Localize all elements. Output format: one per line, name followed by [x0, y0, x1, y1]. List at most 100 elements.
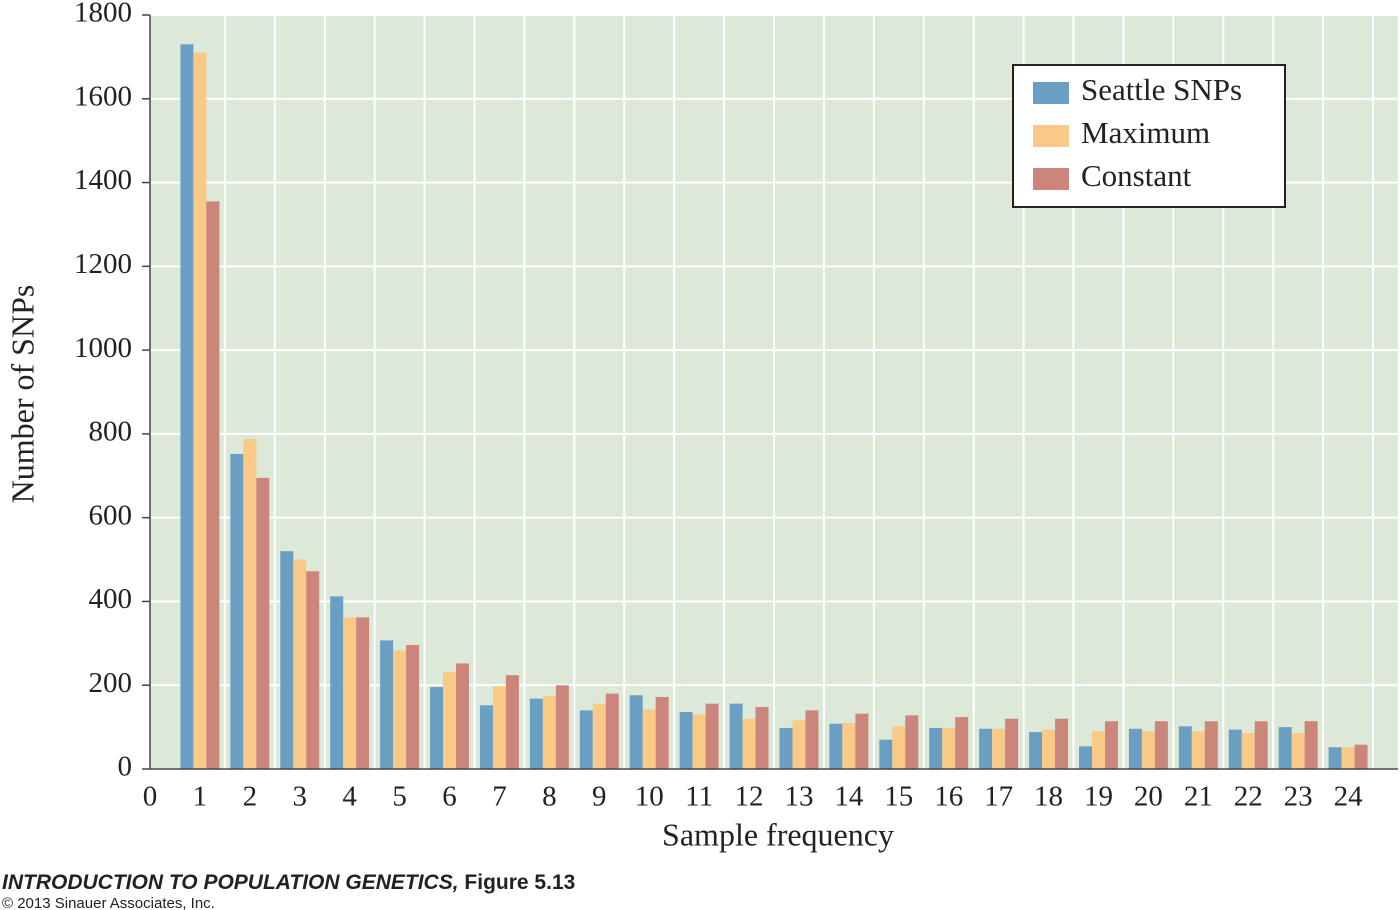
legend-swatch: [1033, 82, 1069, 104]
bar: [942, 727, 956, 769]
bar: [1191, 731, 1205, 769]
bar: [380, 640, 394, 769]
legend-swatch: [1033, 168, 1069, 190]
bar: [306, 571, 320, 769]
bar: [542, 696, 556, 769]
y-tick-label: 1800: [74, 0, 132, 29]
bar: [293, 559, 307, 769]
y-tick-label: 800: [89, 416, 133, 448]
x-tick-label: 9: [592, 781, 607, 813]
bar: [505, 675, 519, 769]
bar: [193, 52, 207, 769]
y-tick-label: 1400: [74, 164, 132, 196]
bar: [256, 477, 270, 769]
x-tick-label: 0: [143, 781, 158, 813]
y-tick-label: 200: [89, 667, 133, 699]
bar: [406, 645, 420, 769]
bar: [1204, 721, 1218, 769]
x-tick-label: 14: [834, 781, 864, 813]
x-tick-label: 10: [635, 781, 664, 813]
y-tick-label: 1600: [74, 80, 132, 112]
bar: [629, 695, 643, 769]
bar: [1141, 731, 1155, 769]
bar: [992, 728, 1006, 769]
bar: [180, 44, 194, 770]
x-tick-label: 1: [193, 781, 208, 813]
bar: [829, 723, 843, 769]
bar: [755, 707, 769, 769]
legend-label: Constant: [1081, 158, 1192, 193]
bar: [1228, 729, 1242, 769]
bar: [792, 720, 806, 769]
bar: [679, 712, 693, 769]
bar: [592, 703, 606, 769]
bar: [479, 705, 493, 769]
bar: [1055, 718, 1069, 769]
bar: [842, 722, 856, 769]
bar: [855, 713, 869, 769]
y-axis-title: Number of SNPs: [4, 285, 40, 504]
bar: [492, 686, 506, 769]
x-tick-label: 23: [1284, 781, 1313, 813]
x-tick-label: 3: [293, 781, 308, 813]
bar: [430, 686, 444, 769]
x-tick-label: 5: [392, 781, 407, 813]
bar: [529, 698, 543, 769]
bar: [705, 703, 719, 769]
bar: [1254, 721, 1268, 769]
bar: [1341, 747, 1355, 769]
bar: [1079, 746, 1092, 769]
bar: [605, 693, 619, 769]
bar: [779, 727, 793, 769]
bar: [1104, 721, 1118, 769]
copyright: © 2013 Sinauer Associates, Inc.: [2, 895, 215, 910]
bar: [356, 617, 370, 769]
x-tick-label: 13: [784, 781, 813, 813]
bar: [1278, 727, 1292, 769]
x-tick-label: 24: [1334, 781, 1364, 813]
bar: [729, 703, 743, 769]
legend-swatch: [1033, 125, 1069, 147]
bar: [642, 709, 656, 769]
x-tick-label: 6: [442, 781, 457, 813]
bar: [230, 453, 244, 769]
x-tick-label: 17: [984, 781, 1013, 813]
book-title: INTRODUCTION TO POPULATION GENETICS,: [2, 871, 459, 894]
bar: [955, 717, 969, 769]
x-tick-label: 21: [1184, 781, 1213, 813]
x-tick-label: 4: [342, 781, 357, 813]
bar: [456, 663, 469, 769]
bar: [555, 685, 569, 769]
y-tick-label: 1200: [74, 248, 132, 280]
bar: [1178, 726, 1192, 769]
bar: [393, 650, 407, 769]
bar: [879, 739, 893, 769]
bar: [1328, 747, 1342, 769]
bar: [243, 438, 257, 769]
bar: [742, 718, 756, 769]
y-tick-label: 400: [89, 583, 133, 615]
x-tick-label: 18: [1034, 781, 1063, 813]
x-tick-label: 22: [1234, 781, 1263, 813]
x-tick-label: 16: [934, 781, 963, 813]
bar: [1128, 728, 1142, 769]
figure-number: Figure 5.13: [464, 871, 575, 894]
y-tick-label: 1000: [74, 332, 132, 364]
caption: INTRODUCTION TO POPULATION GENETICS, Fig…: [2, 871, 575, 894]
bar: [579, 710, 593, 769]
bar: [1291, 732, 1305, 769]
bar: [1042, 729, 1056, 769]
x-tick-label: 20: [1134, 781, 1163, 813]
bar: [1154, 721, 1168, 769]
bar: [655, 696, 669, 769]
x-tick-label: 19: [1084, 781, 1113, 813]
bar: [805, 710, 819, 769]
bar: [280, 551, 294, 769]
x-tick-label: 12: [735, 781, 764, 813]
bar: [343, 617, 357, 769]
bar: [905, 715, 919, 769]
bar: [692, 714, 706, 769]
bar: [1005, 718, 1019, 769]
x-tick-label: 7: [492, 781, 507, 813]
